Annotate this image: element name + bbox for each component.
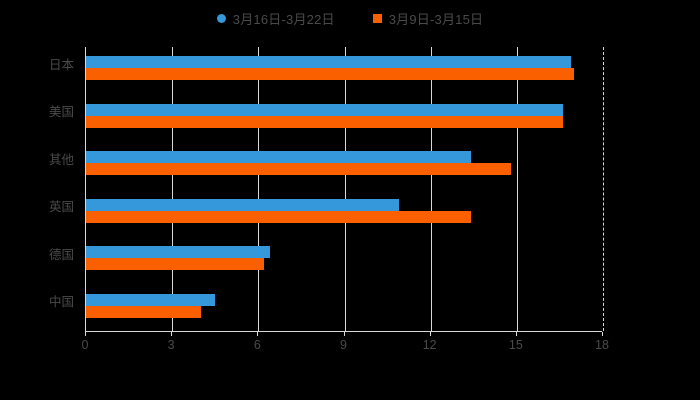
bar-series-b[interactable]: [86, 210, 471, 223]
x-tick-label-6: 6: [253, 338, 261, 352]
bar-series-b[interactable]: [86, 305, 201, 318]
x-tick-0: [85, 332, 86, 336]
y-tick-label-5: 中国: [48, 295, 74, 310]
bar-group: [86, 237, 602, 285]
x-tick-label-0: 0: [81, 338, 89, 352]
bar-group: [86, 95, 602, 143]
bar-series-b[interactable]: [86, 68, 575, 80]
bar-series-a[interactable]: [86, 198, 400, 211]
plot-area: [85, 47, 604, 333]
legend-label-series-b: 3月9日-3月15日: [388, 11, 484, 27]
bar-series-b[interactable]: [86, 163, 512, 175]
x-tick-label-9: 9: [340, 338, 347, 352]
x-tick-18: [602, 332, 603, 336]
bar-series-a[interactable]: [86, 56, 572, 68]
x-tick-label-12: 12: [422, 338, 437, 352]
chart-legend: 3月16日-3月22日 3月9日-3月15日: [0, 7, 700, 29]
y-tick-label-3: 英国: [48, 200, 74, 215]
x-tick-15: [515, 332, 517, 336]
x-tick-label-15: 15: [508, 338, 523, 352]
x-tick-label-3: 3: [167, 338, 175, 352]
y-tick-label-2: 其他: [48, 152, 74, 167]
x-tick-12: [429, 332, 431, 336]
gridline-x-6: [258, 47, 260, 331]
x-tick-label-18: 18: [595, 338, 609, 352]
x-axis: 0 3 6 9 12 15 18: [81, 332, 609, 358]
bar-group: [86, 190, 602, 238]
y-tick-label-0: 日本: [48, 57, 74, 72]
legend-item-series-b[interactable]: 3月9日-3月15日: [372, 9, 484, 28]
y-tick-label-4: 德国: [48, 247, 74, 262]
bar-group: [86, 47, 602, 95]
legend-item-series-a[interactable]: 3月16日-3月22日: [216, 9, 335, 28]
bar-series-a[interactable]: [86, 246, 270, 258]
legend-label-series-a: 3月16日-3月22日: [232, 11, 335, 27]
y-tick-label-1: 美国: [48, 105, 74, 120]
gridline-x-9: [344, 47, 346, 331]
x-tick-6: [257, 332, 259, 336]
x-tick-3: [171, 332, 173, 336]
gridline-x-15: [516, 47, 518, 331]
circle-marker-icon: [216, 13, 226, 23]
bar-group: [86, 142, 602, 190]
y-axis: 日本美国其他英国德国中国: [0, 47, 74, 332]
bar-series-a[interactable]: [86, 293, 216, 306]
gridline-x-12: [430, 47, 432, 331]
x-tick-9: [343, 332, 345, 336]
gridline-x-18: [603, 47, 604, 331]
bar-series-b[interactable]: [86, 258, 265, 270]
square-marker-icon: [372, 13, 382, 23]
bar-series-b[interactable]: [86, 115, 563, 128]
bar-group: [86, 285, 602, 333]
bar-series-a[interactable]: [86, 151, 471, 163]
bar-series-a[interactable]: [86, 103, 563, 116]
gridline-x-3: [172, 47, 174, 331]
